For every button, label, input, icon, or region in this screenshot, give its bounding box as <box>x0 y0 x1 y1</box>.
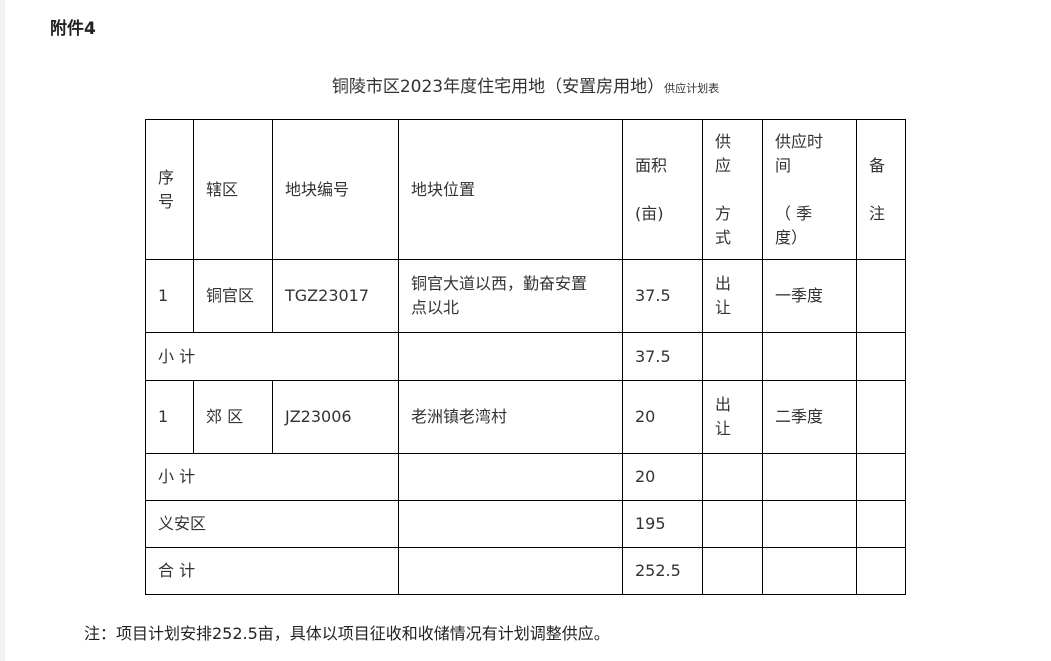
cell-label: 小 计 <box>145 453 399 501</box>
cell-empty <box>762 332 857 381</box>
cell-label: 义安区 <box>145 500 399 548</box>
cell-empty <box>702 547 763 595</box>
header-cell: 地块编号 <box>272 119 399 260</box>
cell-no: 1 <box>145 259 194 333</box>
cell-empty <box>398 500 623 548</box>
cell-empty <box>702 453 763 501</box>
cell-empty <box>702 332 763 381</box>
cell-remark <box>856 259 906 333</box>
cell-empty <box>856 332 906 381</box>
cell-district: 郊 区 <box>193 380 273 454</box>
cell-area: 37.5 <box>622 259 703 333</box>
cell-area: 195 <box>622 500 703 548</box>
cell-no: 1 <box>145 380 194 454</box>
cell-area: 20 <box>622 380 703 454</box>
cell-label: 小 计 <box>145 332 399 381</box>
supply-plan-table: 序 号 辖区 地块编号 地块位置 面积 (亩) 供 应 方 式 供应时 间 （ … <box>145 119 906 595</box>
cell-location: 铜官大道以西，勤奋安置 点以北 <box>398 259 623 333</box>
cell-label: 合 计 <box>145 547 399 595</box>
cell-empty <box>856 500 906 548</box>
cell-remark <box>856 380 906 454</box>
header-cell: 序 号 <box>145 119 194 260</box>
cell-area: 20 <box>622 453 703 501</box>
footnote: 注：项目计划安排252.5亩，具体以项目征收和收储情况有计划调整供应。 <box>84 624 610 643</box>
cell-district: 铜官区 <box>193 259 273 333</box>
cell-empty <box>702 500 763 548</box>
header-cell: 面积 (亩) <box>622 119 703 260</box>
cell-empty <box>856 453 906 501</box>
cell-time: 一季度 <box>762 259 857 333</box>
cell-method: 出 让 <box>702 259 763 333</box>
title-main: 铜陵市区2023年度住宅用地（安置房用地） <box>331 77 665 97</box>
table-row: 1 郊 区 JZ23006 老洲镇老湾村 20 出 让 二季度 <box>145 380 906 454</box>
left-margin-strip <box>0 0 5 661</box>
cell-empty <box>762 453 857 501</box>
header-cell: 地块位置 <box>398 119 623 260</box>
title-suffix: 供应计划表 <box>664 82 720 95</box>
attachment-label: 附件4 <box>50 19 96 39</box>
cell-empty <box>398 453 623 501</box>
cell-empty <box>398 547 623 595</box>
header-row: 序 号 辖区 地块编号 地块位置 面积 (亩) 供 应 方 式 供应时 间 （ … <box>145 119 906 260</box>
subtotal-row: 义安区 195 <box>145 500 906 548</box>
cell-empty <box>762 500 857 548</box>
header-cell: 备 注 <box>856 119 906 260</box>
document-title: 铜陵市区2023年度住宅用地（安置房用地）供应计划表 <box>0 72 1051 97</box>
total-row: 合 计 252.5 <box>145 547 906 595</box>
header-cell: 辖区 <box>193 119 273 260</box>
subtotal-row: 小 计 20 <box>145 453 906 501</box>
cell-area: 252.5 <box>622 547 703 595</box>
header-cell: 供应时 间 （ 季 度） <box>762 119 857 260</box>
cell-code: TGZ23017 <box>272 259 399 333</box>
cell-time: 二季度 <box>762 380 857 454</box>
cell-code: JZ23006 <box>272 380 399 454</box>
cell-empty <box>762 547 857 595</box>
cell-area: 37.5 <box>622 332 703 381</box>
cell-empty <box>398 332 623 381</box>
subtotal-row: 小 计 37.5 <box>145 332 906 381</box>
header-cell: 供 应 方 式 <box>702 119 763 260</box>
cell-location: 老洲镇老湾村 <box>398 380 623 454</box>
cell-empty <box>856 547 906 595</box>
table-row: 1 铜官区 TGZ23017 铜官大道以西，勤奋安置 点以北 37.5 出 让 … <box>145 259 906 333</box>
cell-method: 出 让 <box>702 380 763 454</box>
